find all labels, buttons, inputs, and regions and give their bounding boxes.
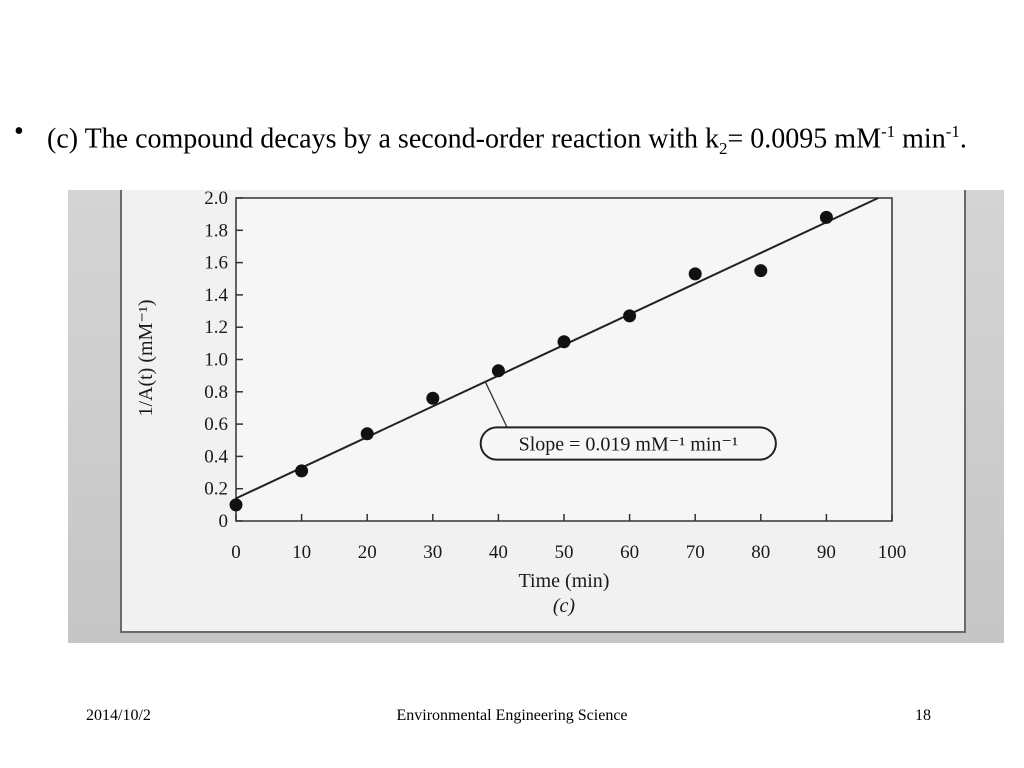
x-tick-label: 90 — [817, 542, 836, 563]
y-axis-title: 1/A(t) (mM⁻¹) — [135, 299, 157, 416]
fit-line — [235, 197, 879, 500]
page-number: 18 — [915, 707, 931, 724]
data-point — [426, 391, 440, 405]
fit-line-group — [235, 197, 879, 500]
y-tick-label: 0.6 — [204, 414, 228, 435]
data-point — [557, 335, 571, 349]
y-tick-label: 1.6 — [204, 253, 228, 274]
data-point — [491, 364, 505, 378]
slope-annotation-group: Slope = 0.019 mM⁻¹ min⁻¹ — [479, 381, 777, 461]
data-point — [688, 267, 702, 281]
k-subscript: 2 — [719, 138, 728, 158]
x-tick-label: 20 — [358, 542, 377, 563]
sentence-end: . — [959, 123, 967, 155]
y-tick-label: 1.8 — [204, 220, 228, 241]
x-axis-title: Time (min) — [519, 570, 610, 592]
y-tick-label: 0.8 — [204, 382, 228, 403]
y-tick-label: 1.4 — [204, 285, 228, 306]
x-tick-label: 100 — [878, 542, 907, 563]
y-tick-label: 1.2 — [204, 317, 228, 338]
y-tick-label: 1.0 — [204, 350, 228, 371]
data-point — [295, 464, 309, 478]
unit-superscript-2: -1 — [945, 122, 960, 141]
plot-area — [235, 197, 893, 522]
x-tick-label: 30 — [423, 542, 442, 563]
data-point — [754, 264, 768, 278]
y-tick-label: 0.4 — [204, 446, 228, 467]
bullet-text-main: (c) The compound decays by a second-orde… — [47, 123, 720, 155]
unit-superscript-1: -1 — [880, 122, 896, 141]
unit-min: min — [895, 123, 946, 155]
x-tick-label: 60 — [620, 542, 639, 563]
footer-title: Environmental Engineering Science — [396, 707, 628, 724]
x-axis-ticks: 0 10 20 30 40 50 60 70 80 90 100 — [231, 514, 906, 563]
x-tick-label: 70 — [686, 542, 705, 563]
data-point — [360, 427, 374, 441]
data-points — [229, 210, 833, 512]
annotation-text: Slope = 0.019 mM⁻¹ min⁻¹ — [519, 433, 738, 455]
bullet-marker: • — [14, 116, 24, 147]
data-point — [229, 498, 243, 512]
y-tick-label: 2.0 — [204, 188, 228, 209]
y-tick-label: 0 — [219, 511, 229, 532]
x-tick-label: 40 — [489, 542, 508, 563]
footer-date: 2014/10/2 — [86, 707, 151, 724]
data-point — [819, 210, 833, 224]
figure-caption: (c) — [553, 595, 576, 617]
annotation-box — [479, 426, 777, 461]
y-tick-label: 0.2 — [204, 479, 228, 500]
x-tick-label: 0 — [231, 542, 241, 563]
y-axis-ticks: 0 0.2 0.4 0.6 0.8 1.0 1.2 1.4 1.6 1.8 2.0 — [204, 188, 243, 532]
bullet-text: (c) The compound decays by a second-orde… — [47, 112, 997, 169]
x-tick-label: 80 — [751, 542, 770, 563]
rate-constant-value: = 0.0095 mM — [727, 123, 881, 155]
x-tick-label: 50 — [555, 542, 574, 563]
x-tick-label: 10 — [292, 542, 311, 563]
data-point — [623, 309, 637, 323]
